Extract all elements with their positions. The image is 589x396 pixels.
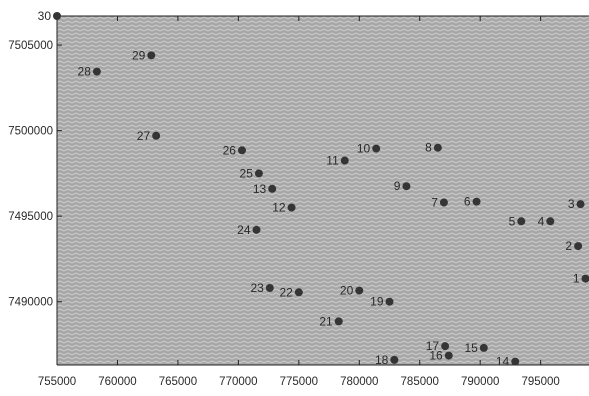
data-point	[385, 297, 394, 306]
plot-area	[57, 16, 589, 365]
point-label: 17	[426, 339, 440, 353]
data-point	[402, 182, 411, 191]
x-tick-label: 760000	[98, 376, 136, 388]
point-label: 19	[370, 295, 384, 309]
point-label: 4	[538, 214, 545, 228]
x-axis-ticks: 755000 760000 765000 770000 775000 780000 7850…	[38, 16, 560, 388]
data-point	[472, 197, 481, 206]
point-label: 3	[568, 197, 575, 211]
point-label: 6	[464, 195, 471, 209]
x-tick-label: 765000	[159, 376, 197, 388]
data-point	[334, 317, 343, 326]
data-point	[265, 284, 274, 293]
data-point	[287, 203, 296, 212]
point-label: 2	[565, 239, 572, 253]
x-tick-label: 785000	[401, 376, 439, 388]
point-label: 25	[240, 166, 254, 180]
x-tick-label: 795000	[521, 376, 559, 388]
data-point	[444, 351, 453, 360]
point-label: 14	[496, 355, 510, 369]
x-tick-label: 770000	[219, 376, 257, 388]
data-point	[340, 156, 349, 165]
x-tick-label: 780000	[340, 376, 378, 388]
data-point	[546, 217, 555, 226]
data-point	[441, 342, 450, 351]
data-point	[479, 343, 488, 352]
point-label: 20	[340, 284, 354, 298]
point-label: 22	[279, 285, 293, 299]
data-point	[294, 288, 303, 297]
y-tick-label: 7495000	[8, 211, 53, 223]
point-label: 21	[319, 314, 333, 328]
point-label: 23	[250, 281, 264, 295]
point-label: 9	[394, 179, 401, 193]
data-point	[517, 217, 526, 226]
data-point	[439, 198, 448, 207]
data-point	[147, 51, 156, 60]
data-points: 1234567891011121314151617181920212223242…	[38, 9, 589, 369]
point-label: 16	[429, 349, 443, 363]
point-label: 5	[509, 214, 516, 228]
point-label: 1	[573, 272, 580, 286]
y-tick-label: 7500000	[8, 126, 53, 138]
y-tick-label: 7490000	[8, 297, 53, 309]
data-point	[92, 67, 101, 76]
point-label: 10	[357, 142, 371, 156]
point-label: 30	[38, 9, 52, 23]
data-point	[372, 144, 381, 153]
point-label: 26	[223, 143, 237, 157]
point-label: 27	[137, 129, 151, 143]
point-label: 7	[431, 195, 438, 209]
data-point	[268, 184, 277, 193]
data-point	[355, 286, 364, 295]
data-point	[254, 169, 263, 178]
point-label: 15	[464, 341, 478, 355]
point-label: 11	[326, 154, 339, 168]
point-label: 29	[132, 48, 146, 62]
data-point	[581, 274, 589, 283]
axes	[56, 15, 589, 366]
point-label: 24	[237, 223, 251, 237]
point-label: 8	[425, 141, 432, 155]
data-point	[574, 242, 583, 251]
data-point	[576, 200, 585, 209]
x-tick-label: 755000	[38, 376, 76, 388]
point-label: 28	[78, 65, 92, 79]
data-point	[433, 143, 442, 152]
x-tick-label: 790000	[461, 376, 499, 388]
point-label: 12	[272, 201, 286, 215]
x-tick-label: 775000	[280, 376, 318, 388]
point-label: 13	[253, 182, 267, 196]
data-point	[252, 225, 261, 234]
data-point	[511, 357, 520, 366]
data-point	[237, 146, 246, 155]
data-point	[152, 131, 161, 140]
data-point	[390, 355, 399, 364]
y-tick-label: 7505000	[8, 40, 53, 52]
point-label: 18	[375, 353, 389, 367]
y-axis-ticks: 7490000 7495000 7500000 7505000	[8, 40, 62, 309]
data-point	[53, 12, 61, 20]
